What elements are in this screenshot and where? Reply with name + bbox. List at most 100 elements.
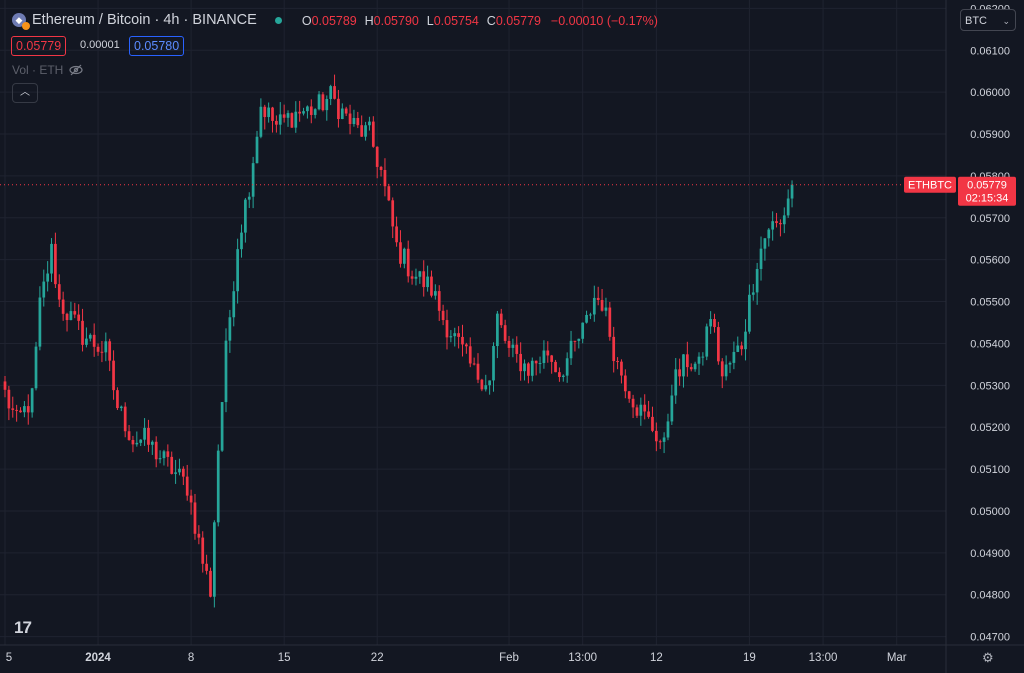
eye-off-icon[interactable] <box>69 64 83 76</box>
candle-body <box>282 114 286 118</box>
candle-body <box>410 276 414 279</box>
candle-body <box>461 336 464 345</box>
last-price-tag <box>958 176 1016 206</box>
candle-body <box>170 456 174 474</box>
tradingview-logo-icon[interactable]: 17 <box>14 618 32 637</box>
candle-body <box>267 107 270 118</box>
collapse-legend-button[interactable]: ︿ <box>12 83 38 103</box>
candle-body <box>744 331 747 350</box>
volume-legend[interactable]: Vol · ETH <box>12 63 83 77</box>
candle-body <box>15 409 18 411</box>
candle-body <box>693 363 697 370</box>
candle-body <box>213 522 216 597</box>
candle-body <box>375 146 379 167</box>
candle-body <box>786 198 790 216</box>
price-tick-label: 0.04700 <box>970 632 1010 644</box>
candle-body <box>174 472 177 474</box>
candle-body <box>69 311 73 321</box>
candle-body <box>620 361 623 376</box>
sell-price-button[interactable]: 0.05779 <box>11 36 67 56</box>
candle-body <box>329 86 333 99</box>
candle-body <box>236 249 239 292</box>
candle-body <box>275 120 278 125</box>
candle-body <box>158 458 162 460</box>
candle-body <box>651 416 654 431</box>
candle-body <box>759 248 763 269</box>
candle-body <box>713 319 716 328</box>
candle-body <box>313 109 317 115</box>
candle-body <box>592 297 596 315</box>
candle-body <box>581 322 585 339</box>
symbol-title[interactable]: Ethereum / Bitcoin · 4h · BINANCE <box>32 12 257 28</box>
candle-body <box>348 113 352 124</box>
buy-price-button[interactable]: 0.05780 <box>129 36 185 56</box>
candle-body <box>523 363 526 372</box>
currency-label: BTC <box>965 15 987 27</box>
candle-body <box>496 313 499 347</box>
time-axis: 5 2024 8 15 22 Feb 13:00 12 19 13:00 Mar <box>6 652 907 664</box>
candle-body <box>50 243 53 274</box>
bar-countdown-label: 02:15:34 <box>966 193 1009 205</box>
candle-body <box>449 336 453 338</box>
candle-body <box>465 344 468 347</box>
currency-select[interactable]: BTC ⌄ <box>960 9 1016 31</box>
symbol-tag <box>904 176 956 193</box>
candle-body <box>616 361 619 363</box>
price-tick-label: 0.05200 <box>970 422 1010 434</box>
price-tick-label: 0.05700 <box>970 213 1010 225</box>
candle-body <box>383 169 387 187</box>
candle-body <box>81 320 84 345</box>
candle-body <box>259 106 263 137</box>
candle-body <box>127 431 131 440</box>
candle-body <box>728 362 732 365</box>
candle-body <box>488 380 491 386</box>
candle-body <box>147 427 150 445</box>
candle-body <box>38 297 42 347</box>
candle-body <box>519 353 523 372</box>
price-axis: 0.04700 0.04800 0.04900 0.05000 0.05100 0.052… <box>970 3 1010 643</box>
candle-body <box>65 313 69 321</box>
settings-gear-icon[interactable]: ⚙ <box>982 650 994 665</box>
price-tick-label: 0.06000 <box>970 87 1010 99</box>
candle-body <box>511 344 515 348</box>
candle-body <box>402 248 406 264</box>
candle-body <box>19 410 22 413</box>
candle-body <box>360 125 364 137</box>
time-tick-label: 5 <box>6 652 12 664</box>
spread-value: 0.00001 <box>80 39 120 51</box>
candle-body <box>96 346 100 352</box>
candle-body <box>596 297 600 301</box>
candle-body <box>143 427 146 440</box>
last-price-label: 0.05779 <box>967 180 1007 192</box>
chevron-down-icon: ⌄ <box>1002 16 1010 26</box>
price-tick-label: 0.05600 <box>970 255 1010 267</box>
candle-body <box>3 381 7 390</box>
candle-body <box>228 317 232 341</box>
symbol-tag-label: ETHBTC <box>908 180 952 192</box>
candle-body <box>441 310 445 321</box>
candle-body <box>457 333 460 337</box>
candle-body <box>135 442 139 445</box>
candle-body <box>709 319 712 327</box>
candle-body <box>154 441 158 460</box>
candle-body <box>23 406 26 413</box>
time-tick-label: 2024 <box>85 652 111 664</box>
candle-body <box>42 281 46 298</box>
candle-body <box>763 238 767 249</box>
time-tick-label: 15 <box>278 652 291 664</box>
high-label: H <box>364 14 374 28</box>
time-tick-label: Mar <box>887 652 907 664</box>
candle-body <box>356 117 360 126</box>
close-label: C <box>486 14 496 28</box>
candle-body <box>205 563 208 571</box>
candle-body <box>294 111 298 128</box>
candle-body <box>92 334 96 347</box>
candle-body <box>209 570 212 597</box>
candle-body <box>732 351 736 363</box>
candle-body <box>717 327 720 362</box>
eth-btc-logo-icon: ◆ <box>12 13 30 30</box>
candle-body <box>61 299 65 314</box>
candle-body <box>503 325 507 341</box>
